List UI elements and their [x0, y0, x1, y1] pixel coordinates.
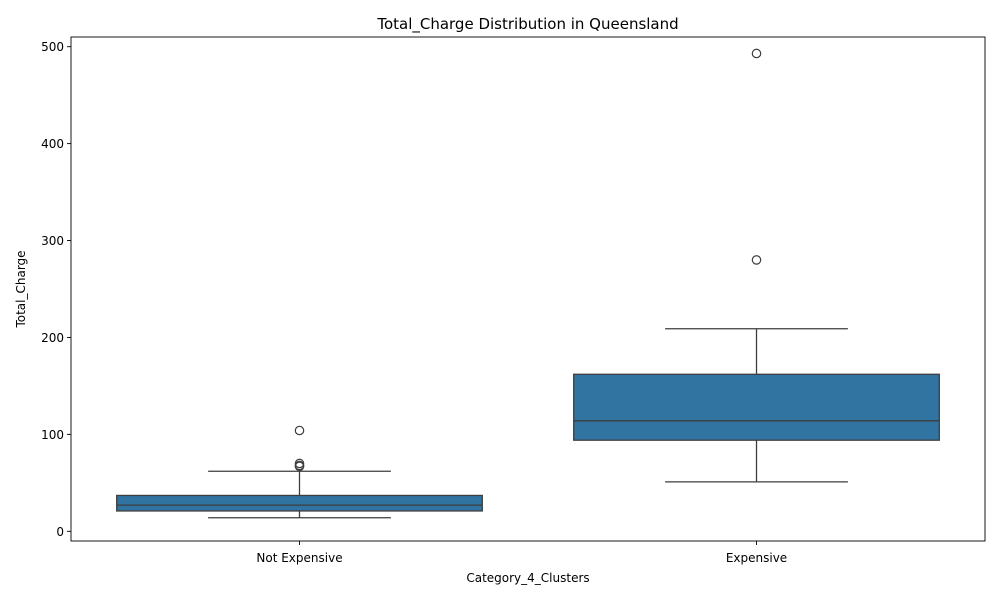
x-tick-label: Not Expensive [256, 551, 342, 565]
y-tick-label: 0 [56, 525, 64, 539]
y-tick-label: 400 [41, 137, 64, 151]
y-tick-label: 500 [41, 40, 64, 54]
outlier-point [294, 425, 305, 436]
box-group [116, 425, 483, 519]
y-tick-label: 200 [41, 331, 64, 345]
plot-area [116, 48, 940, 519]
outlier-point [751, 48, 762, 59]
box-group [573, 48, 940, 483]
chart-title: Total_Charge Distribution in Queensland [376, 15, 678, 34]
iqr-box [573, 373, 940, 441]
y-tick-label: 300 [41, 234, 64, 248]
outlier-point [751, 255, 762, 265]
x-tick-label: Expensive [726, 551, 787, 565]
outlier-point [294, 458, 305, 469]
y-axis-label: Total_Charge [14, 250, 28, 328]
iqr-box [116, 494, 483, 512]
x-axis: Not Expensive Expensive [256, 541, 787, 565]
y-tick-label: 100 [41, 428, 64, 442]
plot-frame [70, 36, 986, 542]
x-axis-label: Category_4_Clusters [466, 571, 589, 585]
y-axis: 0 100 200 300 400 500 [41, 40, 71, 539]
